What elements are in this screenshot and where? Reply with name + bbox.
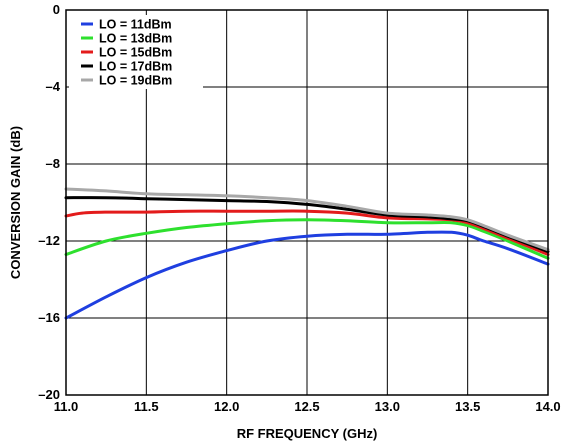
y-tick-labels: 0 –4 –8 –12 –16 –20 xyxy=(38,2,60,402)
legend-label: LO = 11dBm xyxy=(99,18,172,32)
x-tick-label: 13.5 xyxy=(455,399,480,414)
x-axis-label: RF FREQUENCY (GHz) xyxy=(237,426,378,441)
legend-label: LO = 19dBm xyxy=(99,74,172,88)
y-tick-label: 0 xyxy=(53,2,60,17)
y-tick-label: –12 xyxy=(38,233,60,248)
y-tick-label: –4 xyxy=(46,79,61,94)
y-tick-label: –8 xyxy=(46,156,60,171)
x-tick-label: 11.0 xyxy=(54,399,79,414)
x-tick-label: 12.5 xyxy=(294,399,319,414)
x-tick-label: 12.0 xyxy=(214,399,239,414)
series-lines xyxy=(64,187,550,320)
plot-frame xyxy=(65,9,549,396)
x-tick-label: 14.0 xyxy=(535,399,560,414)
legend-label: LO = 17dBm xyxy=(99,60,172,74)
legend-label: LO = 15dBm xyxy=(99,46,172,60)
y-axis-label: CONVERSION GAIN (dB) xyxy=(8,126,23,279)
y-tick-label: –20 xyxy=(38,387,60,402)
series-line-5 xyxy=(64,187,550,252)
y-tick-label: –16 xyxy=(38,310,60,325)
x-tick-label: 11.5 xyxy=(134,399,159,414)
x-tick-label: 13.0 xyxy=(375,399,400,414)
series-line-1 xyxy=(64,230,550,320)
series-line-3 xyxy=(64,209,550,256)
legend-label: LO = 13dBm xyxy=(99,32,172,46)
grid-lines xyxy=(66,10,548,395)
series-line-2 xyxy=(64,218,550,260)
x-tick-labels: 11.0 11.5 12.0 12.5 13.0 13.5 14.0 xyxy=(54,399,561,414)
